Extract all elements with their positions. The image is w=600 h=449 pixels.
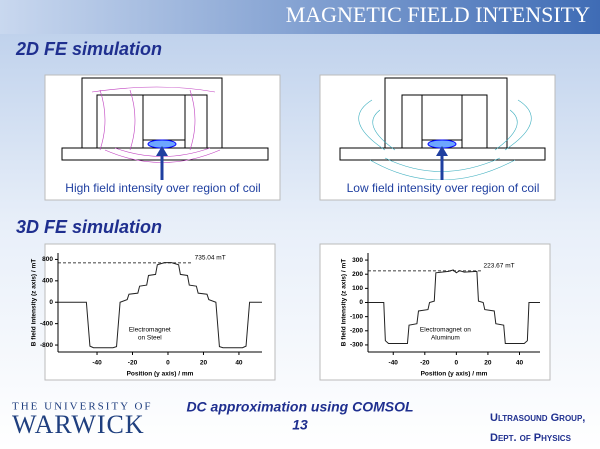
section-title: 2D FE simulation (15, 39, 162, 59)
x-tick-label: -40 (92, 360, 102, 367)
y-tick-label: -300 (350, 342, 363, 349)
university-top: THE UNIVERSITY OF (12, 401, 153, 413)
inset-label: Electromagnet (129, 327, 171, 334)
dept-name: Dept. of Physics (490, 432, 572, 444)
y-tick-label: 800 (42, 256, 53, 263)
group-name: Ultrasound Group, (490, 412, 585, 424)
chart-frame (319, 243, 551, 381)
chart-frame (44, 243, 276, 381)
y-axis-label: B field intensity (z axis) / mT (341, 259, 348, 346)
y-tick-label: 200 (352, 271, 363, 278)
x-axis-label: Position (y axis) / mm (421, 371, 488, 378)
x-tick-label: 40 (516, 360, 524, 367)
inset-label: on Steel (138, 335, 162, 342)
simulation-image (44, 74, 281, 201)
y-tick-label: 0 (359, 299, 363, 306)
footer-note: DC approximation using COMSOL (186, 399, 413, 415)
x-tick-label: 0 (455, 360, 459, 367)
caption-box (56, 180, 270, 198)
y-tick-label: 300 (352, 257, 363, 264)
y-tick-label: -400 (40, 320, 53, 327)
x-tick-label: 40 (235, 360, 243, 367)
y-tick-label: 0 (49, 299, 53, 306)
x-tick-label: -20 (128, 360, 138, 367)
x-tick-label: 20 (200, 360, 208, 367)
caption: High field intensity over region of coil (65, 181, 260, 195)
annotation-label: 735.04 mT (195, 255, 226, 262)
section-title: 3D FE simulation (16, 217, 162, 237)
y-tick-label: 100 (352, 285, 363, 292)
slide-title: MAGNETIC FIELD INTENSITY (286, 2, 590, 27)
header-band (0, 0, 600, 34)
page-number: 13 (292, 417, 308, 433)
data-line (58, 262, 262, 349)
university-name: WARWICK (12, 410, 145, 439)
inset-label: Aluminum (431, 335, 460, 342)
caption: Low field intensity over region of coil (347, 181, 540, 195)
x-tick-label: -20 (420, 360, 430, 367)
data-line (368, 269, 540, 345)
x-tick-label: 0 (166, 360, 170, 367)
y-axis-label: B field intensity (z axis) / mT (31, 259, 38, 346)
inset-label: Electromagnet on (420, 327, 471, 334)
y-tick-label: 400 (42, 278, 53, 285)
y-tick-label: -100 (350, 313, 363, 320)
y-tick-label: -800 (40, 342, 53, 349)
caption-box (336, 180, 550, 198)
x-tick-label: 20 (484, 360, 492, 367)
annotation-label: 223.67 mT (484, 263, 515, 270)
x-tick-label: -40 (389, 360, 399, 367)
y-tick-label: -200 (350, 328, 363, 335)
simulation-image (319, 74, 556, 201)
x-axis-label: Position (y axis) / mm (127, 371, 194, 378)
